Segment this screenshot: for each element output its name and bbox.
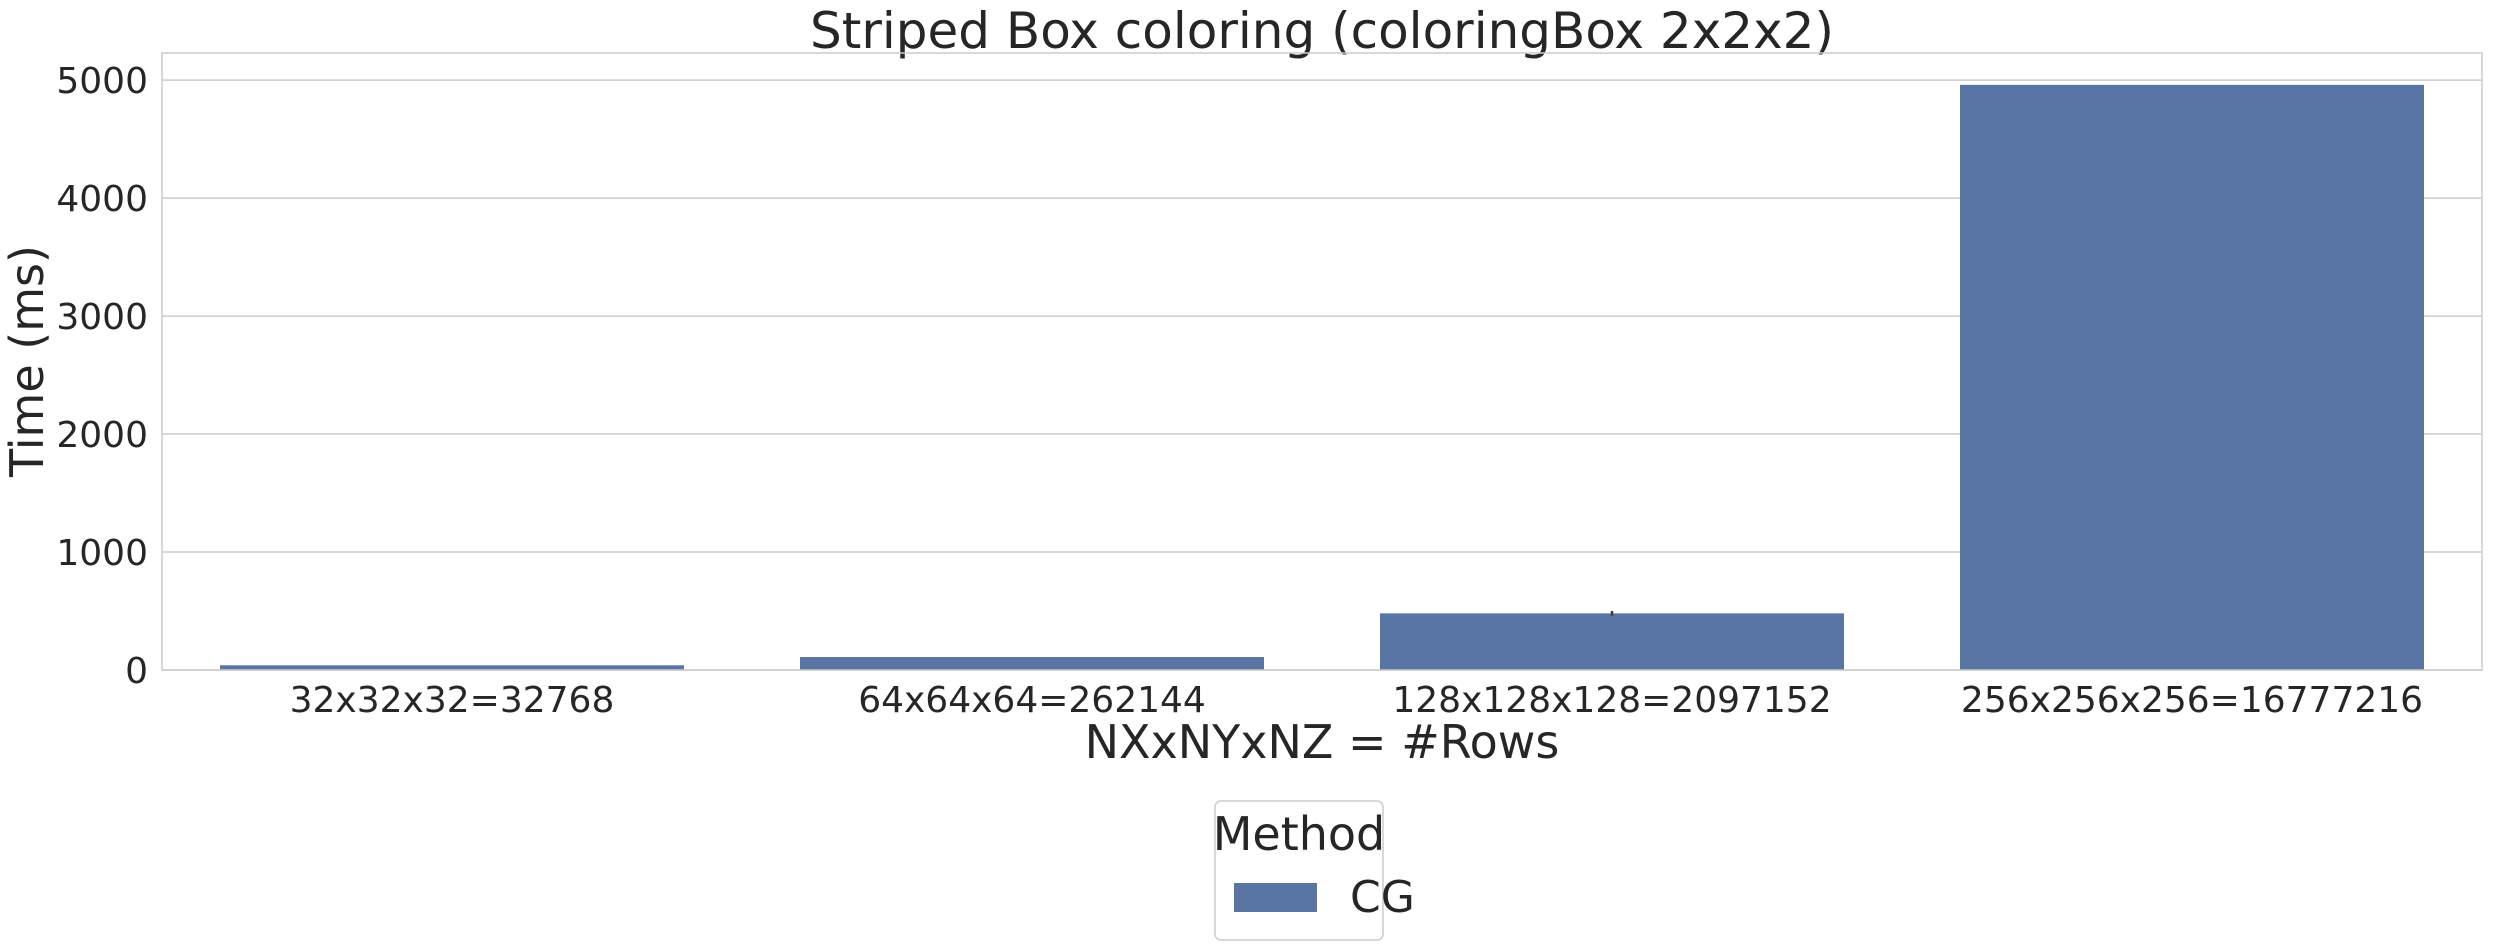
- bar-0: [220, 665, 684, 670]
- bar-2: [1380, 613, 1844, 670]
- y-tick-label-0: 0: [125, 651, 148, 692]
- y-tick-label-2: 2000: [56, 415, 148, 456]
- chart-title: Striped Box coloring (coloringBox 2x2x2): [810, 2, 1834, 60]
- x-axis-label: NXxNYxNZ = #Rows: [1085, 715, 1560, 769]
- legend-swatch-cg: [1234, 883, 1317, 912]
- bar-1: [800, 657, 1264, 670]
- x-tick-labels: 32x32x32=32768 64x64x64=262144 128x128x128…: [290, 680, 2423, 721]
- bars: [220, 84, 2424, 670]
- y-tick-label-1: 1000: [56, 533, 148, 574]
- x-tick-label-3: 256x256x256=16777216: [1961, 680, 2423, 721]
- legend-title: Method: [1213, 807, 1386, 861]
- y-tick-label-3: 3000: [56, 297, 148, 338]
- legend: Method CG: [1213, 800, 1415, 941]
- y-tick-label-4: 4000: [56, 179, 148, 220]
- x-tick-label-2: 128x128x128=2097152: [1392, 680, 1831, 721]
- legend-label-cg: CG: [1350, 872, 1415, 923]
- y-tick-label-5: 5000: [56, 61, 148, 102]
- y-tick-labels: 0 1000 2000 3000 4000 5000: [56, 61, 148, 692]
- plot-frame: [161, 52, 2483, 671]
- bar-3: [1960, 84, 2424, 670]
- y-axis-label: Time (ms): [0, 245, 54, 478]
- x-tick-label-0: 32x32x32=32768: [290, 680, 615, 721]
- x-tick-label-1: 64x64x64=262144: [858, 680, 1206, 721]
